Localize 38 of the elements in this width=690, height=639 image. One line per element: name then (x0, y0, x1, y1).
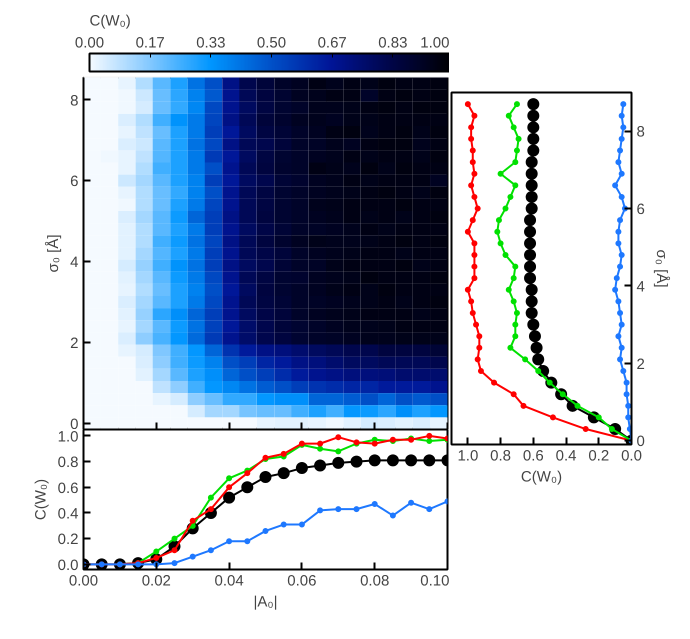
y-tick-label: 1.0 (58, 428, 79, 446)
x-tick-label: 0.6 (522, 448, 544, 464)
x-tick-label: 0.8 (490, 448, 512, 464)
y-axis-title: C(W₀) (32, 478, 50, 520)
y-axis-title: σ₀ [Å] (44, 234, 62, 272)
x-tick-label: 0.06 (287, 572, 317, 590)
y-tick-label: 6 (70, 173, 78, 190)
y-tick-label: 6 (636, 201, 645, 218)
x-axis-title: C(W₀) (520, 468, 562, 486)
y-tick-label: 4 (636, 278, 645, 296)
y-tick-label: 8 (636, 124, 645, 141)
y-tick-label: 0.4 (58, 505, 79, 522)
y-tick-label: 0.2 (58, 531, 79, 548)
x-tick-label: 0.02 (142, 572, 171, 590)
y-tick-label: 0.0 (58, 556, 79, 574)
x-tick-label: 0.10 (420, 572, 450, 590)
x-tick-label: 1.0 (457, 448, 478, 464)
x-tick-label: 0.08 (360, 572, 390, 590)
x-tick-label: 0.2 (588, 448, 610, 464)
y-tick-label: 0 (636, 433, 645, 450)
y-axis-title: σ₀ [Å] (652, 250, 671, 288)
color-bar-label: 0.00 (74, 34, 104, 52)
y-tick-label: 2 (636, 356, 645, 373)
color-bar-label: 0.33 (196, 34, 226, 52)
x-tick-label: 0.4 (556, 448, 576, 464)
y-tick-label: 0.6 (58, 480, 79, 497)
color-bar-title: C(W₀) (90, 12, 131, 30)
x-axis-title: |A₀| (253, 594, 278, 610)
x-tick-label: 0.04 (214, 572, 244, 590)
color-bar-label: 1.00 (420, 34, 450, 52)
color-bar-label: 0.83 (378, 34, 408, 52)
y-tick-label: 8 (70, 92, 78, 110)
color-bar-label: 0.50 (256, 34, 286, 52)
color-bar-label: 0.17 (136, 34, 165, 52)
x-tick-label: 0.00 (68, 572, 98, 590)
y-tick-label: 2 (70, 335, 78, 352)
color-bar-label: 0.67 (318, 34, 347, 52)
y-tick-label: 4 (70, 254, 78, 272)
